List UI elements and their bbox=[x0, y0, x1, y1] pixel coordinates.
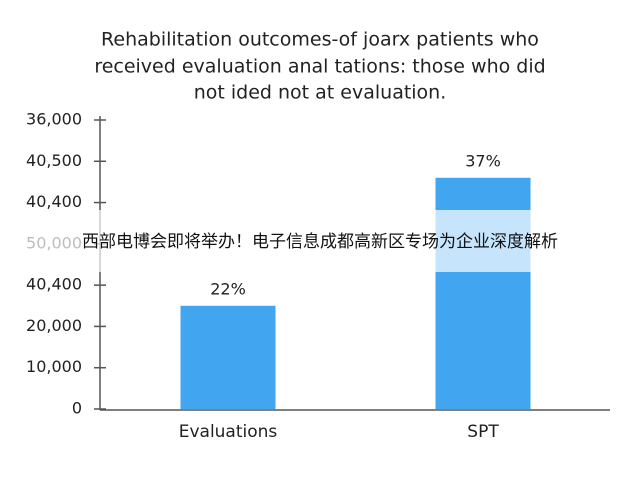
x-tick-label: SPT bbox=[467, 422, 499, 442]
y-tick-label: 0 bbox=[72, 399, 82, 418]
value-label: 37% bbox=[465, 151, 501, 170]
chart-title: received evaluation anal tations: those … bbox=[94, 56, 545, 78]
banner-text: 西部电博会即将举办！电子信息成都高新区专场为企业深度解析 bbox=[82, 232, 558, 252]
chart-title: Rehabilitation outcomes-of joarx patient… bbox=[101, 29, 539, 51]
y-tick-label: 36,000 bbox=[26, 110, 82, 129]
chart-title: not ided not at evaluation. bbox=[194, 82, 447, 104]
x-tick-label: Evaluations bbox=[179, 422, 278, 442]
bar bbox=[180, 305, 276, 409]
y-tick-label: 10,000 bbox=[26, 357, 82, 376]
value-label: 22% bbox=[210, 279, 246, 298]
y-tick-label: 40,400 bbox=[26, 275, 82, 294]
y-tick-label: 40,400 bbox=[26, 192, 82, 211]
y-tick-label: 40,500 bbox=[26, 151, 82, 170]
y-tick-label: 20,000 bbox=[26, 316, 82, 335]
banner-band bbox=[0, 210, 640, 272]
